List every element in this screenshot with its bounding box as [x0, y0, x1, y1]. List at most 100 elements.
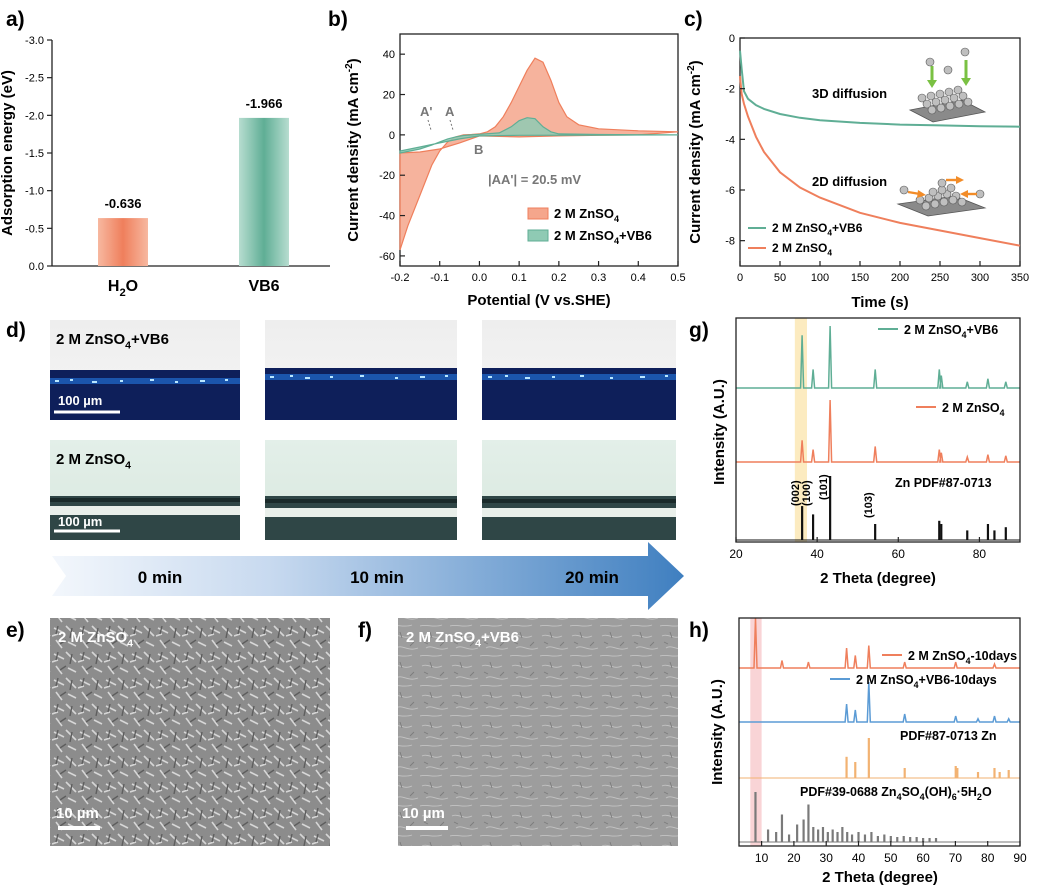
- panel-a: a) 0.0 -0.5 -1.0 -1.5 -2.0 -2.5 -3.0 -0.636 -1.…: [0, 8, 330, 299]
- annotation-a-prime: A': [420, 104, 432, 119]
- panel-g-plot: 2 M ZnSO4+VB6 2 M ZnSO4 Zn PDF#87-0713 (002…: [736, 318, 1020, 542]
- timeline-20min: 20 min: [565, 568, 619, 587]
- panel-g-label: g): [689, 319, 709, 342]
- panel-b-xtick-label: -0.1: [430, 272, 449, 284]
- panel-c-frame: [739, 37, 1021, 267]
- panel-h-x-axis-label: 2 Theta (degree): [822, 869, 938, 886]
- h-plot-series-label: 2 M ZnSO4+VB6-10days: [856, 673, 997, 690]
- g-plot-series-label: 2 M ZnSO4+VB6: [904, 323, 998, 340]
- panel-c-y-axis-label-text: Current density (mA cm-2): [686, 60, 704, 243]
- panel-b-xtick-label: 0.2: [551, 272, 566, 284]
- panel-f-scale-text: 10 µm: [402, 805, 445, 822]
- panel-c-ytick-label: -6: [725, 185, 735, 197]
- panel-b-legend-swatch: [527, 229, 549, 242]
- panel-b-legend-label: 2 M ZnSO4+VB6: [554, 228, 652, 246]
- panel-a-category-label: VB6: [248, 278, 279, 295]
- h-ticks-xtick-label: 50: [884, 851, 898, 865]
- panel-g-x-axis-label: 2 Theta (degree): [820, 570, 936, 587]
- annotation-2d-diffusion: 2D diffusion: [812, 174, 887, 189]
- panel-h-plot: 2 M ZnSO4-10days 2 M ZnSO4+VB6-10days PDF#…: [739, 617, 1020, 846]
- panel-a-bars: -0.636 -1.966: [98, 96, 289, 266]
- panel-a-xlabels: H2O VB6: [108, 278, 280, 299]
- panel-c-xtick-label: 0: [737, 272, 743, 284]
- annotation-a: A: [445, 104, 455, 119]
- panel-c-x-axis-label: Time (s): [851, 294, 908, 311]
- g-ticks-xtick-label: 20: [729, 547, 743, 561]
- panel-a-yticks: 0.0 -0.5 -1.0 -1.5 -2.0 -2.5 -3.0: [25, 35, 52, 273]
- micrograph-zns-0min: [50, 440, 240, 540]
- panel-g: g) 2 M ZnSO4+VB6 2 M ZnSO4 Zn PDF#87-0713 (…: [689, 317, 1021, 587]
- micrograph-zns-10min: [265, 440, 457, 540]
- g-plot-pattern-line: [736, 399, 1020, 463]
- panel-f-condition-text: 2 M ZnSO4+VB6: [406, 629, 519, 650]
- panel-b-y-axis-label-text: Current density (mA cm-2): [344, 58, 362, 241]
- panel-d-row-label-zns: 2 M ZnSO4: [56, 451, 131, 472]
- panel-c-xtick-label: 50: [774, 272, 786, 284]
- h-plot-series-label: PDF#39-0688 Zn4SO4(OH)6·5H2O: [800, 785, 992, 802]
- panel-d-scale-text-bottom: 100 µm: [58, 514, 102, 529]
- panel-e: e) 2 M ZnSO4 10 µm: [6, 618, 330, 846]
- panel-b-plot: [399, 57, 679, 251]
- sem-image-vb6: [398, 618, 678, 846]
- panel-g-peak-label: (100): [801, 480, 813, 506]
- panel-a-ytick-label: -2.0: [25, 110, 44, 122]
- diffusion-3d-illustration: [908, 47, 987, 123]
- panel-c-xtick-label: 350: [1011, 272, 1029, 284]
- panel-a-label: a): [6, 8, 25, 31]
- g-plot-series-label: 2 M ZnSO4: [942, 401, 1005, 418]
- panel-c-series-curve: [739, 50, 1021, 128]
- annotation-aa-distance: |AA'| = 20.5 mV: [488, 172, 581, 187]
- panel-g-peak-label: (103): [863, 492, 875, 518]
- g-plot-highlight-band: [794, 318, 807, 542]
- panel-g-ticks: 20 40 60 80: [729, 537, 986, 561]
- h-ticks-xtick-label: 60: [916, 851, 930, 865]
- h-plot-pattern-line: [739, 681, 1020, 723]
- panel-d-row-labels: 2 M ZnSO4+VB6 2 M ZnSO4: [56, 331, 169, 472]
- panel-g-y-axis-label: Intensity (A.U.): [711, 379, 728, 485]
- h-ticks-xtick-label: 90: [1013, 851, 1027, 865]
- panel-a-y-axis-label: Adsorption energy (eV): [0, 70, 16, 236]
- annotation-3d-diffusion: 3D diffusion: [812, 86, 887, 101]
- diffusion-2d-illustration: [896, 176, 987, 217]
- panel-a-bar: [239, 117, 289, 266]
- panel-d-scale-text-top: 100 µm: [58, 393, 102, 408]
- panel-c-xtick-label: 300: [971, 272, 989, 284]
- panel-a-ytick-label: -0.5: [25, 223, 44, 235]
- micrograph-vb6-10min: [265, 320, 457, 420]
- panel-b-ticks: -0.2 -0.1 0.0 0.1 0.2 0.3 0.4 0.5 -60 -40 -20 0 20 40: [379, 49, 686, 284]
- panel-b-xtick-label: 0.3: [591, 272, 606, 284]
- panel-c-label: c): [684, 8, 703, 31]
- sem-image-zns: [50, 618, 330, 846]
- panel-a-category-label: H2O: [108, 278, 138, 299]
- panel-h-frame: [738, 617, 1021, 847]
- panel-h-label: h): [689, 619, 709, 642]
- micrograph-vb6-20min: [482, 320, 676, 420]
- panel-f-label: f): [358, 619, 372, 642]
- g-ticks-xtick-label: 60: [892, 547, 906, 561]
- h-ticks-xtick-label: 20: [787, 851, 801, 865]
- panel-c-ytick-label: 0: [729, 33, 735, 45]
- annotation-a-prime-pointer: [427, 119, 432, 131]
- annotation-b: B: [474, 142, 483, 157]
- panel-c-legend-label: 2 M ZnSO4: [772, 241, 832, 258]
- panel-g-peak-label: (002): [790, 480, 802, 506]
- g-ticks-xtick-label: 80: [973, 547, 987, 561]
- panel-a-ytick-label: 0.0: [29, 261, 44, 273]
- panel-b-xtick-label: -0.2: [391, 272, 410, 284]
- h-ticks-xtick-label: 70: [949, 851, 963, 865]
- panel-a-bar: [98, 218, 148, 266]
- g-plot-series-label: Zn PDF#87-0713: [895, 476, 992, 490]
- panel-c-y-axis-label: Current density (mA cm-2): [686, 60, 704, 243]
- panel-c-ticks: 0 50 100 150 200 250 300 350 0 -2 -4 -6 -8: [725, 33, 1029, 284]
- panel-b-legend-swatch: [527, 207, 549, 220]
- panel-b-xtick-label: 0.4: [631, 272, 646, 284]
- g-ticks-xtick-label: 40: [810, 547, 824, 561]
- h-plot-highlight-band: [750, 618, 762, 846]
- panel-c-legend-label: 2 M ZnSO4+VB6: [772, 221, 863, 238]
- panel-c: c) 0 50 100 150 200 250 300 350 0 -2 -4 -6 -8 Curren…: [684, 8, 1029, 311]
- panel-b-ytick-label: -20: [379, 170, 395, 182]
- panel-a-ytick-label: -1.5: [25, 148, 44, 160]
- panel-c-ytick-label: -2: [725, 84, 735, 96]
- micrograph-zns-20min: [482, 440, 676, 540]
